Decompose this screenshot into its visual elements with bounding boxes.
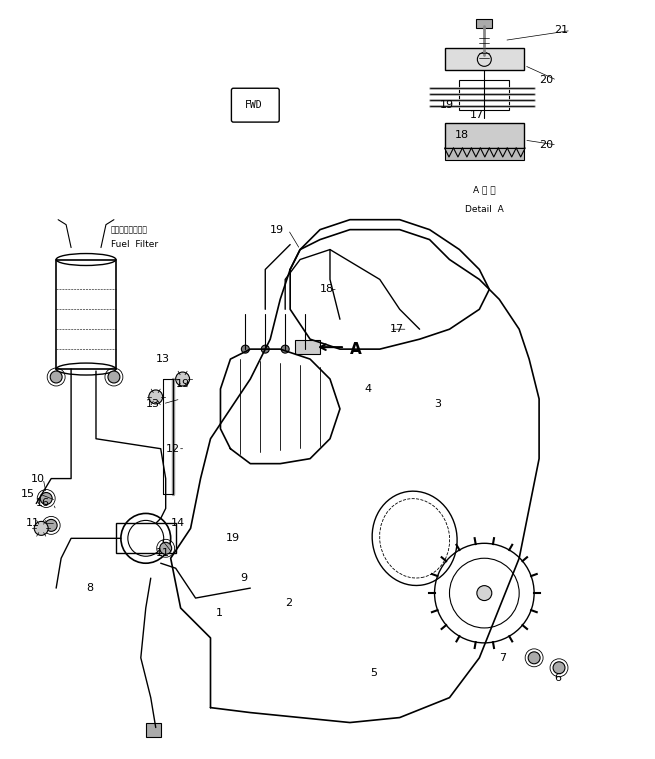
Text: 11: 11 [156, 548, 170, 559]
Text: フュエルフィルタ: フュエルフィルタ [111, 225, 148, 234]
Ellipse shape [477, 586, 492, 600]
Text: 5: 5 [370, 668, 377, 678]
Circle shape [160, 543, 172, 554]
Bar [295, 340, 320, 354]
Text: 13: 13 [156, 354, 170, 364]
Circle shape [301, 345, 309, 353]
Text: 20: 20 [539, 140, 553, 150]
Text: 10: 10 [31, 474, 45, 483]
Text: FWD: FWD [244, 100, 262, 110]
Text: 16: 16 [36, 499, 50, 509]
Circle shape [45, 519, 57, 531]
Bar [146, 723, 160, 738]
Text: Fuel  Filter: Fuel Filter [111, 240, 158, 249]
Circle shape [176, 372, 189, 386]
Text: 14: 14 [171, 518, 185, 528]
Text: 19: 19 [225, 534, 240, 543]
Text: 9: 9 [240, 573, 248, 583]
Text: Detail  A: Detail A [465, 205, 504, 214]
Text: 15: 15 [22, 489, 35, 499]
Circle shape [528, 652, 540, 664]
Text: 20: 20 [539, 75, 553, 85]
Text: 4: 4 [365, 384, 372, 394]
Text: A: A [350, 342, 362, 357]
Text: 17: 17 [390, 324, 404, 334]
Text: 3: 3 [434, 399, 441, 409]
Bar [476, 18, 493, 29]
Text: A 詳 細: A 詳 細 [473, 185, 496, 194]
Circle shape [553, 662, 565, 674]
Text: 12: 12 [166, 444, 180, 454]
Circle shape [108, 371, 120, 383]
Bar [56, 260, 116, 369]
Circle shape [261, 345, 269, 353]
Bar [459, 80, 509, 110]
Text: 2: 2 [285, 598, 292, 608]
Circle shape [34, 521, 48, 535]
Circle shape [241, 345, 250, 353]
Circle shape [50, 371, 62, 383]
Text: 11: 11 [26, 518, 41, 528]
Circle shape [40, 493, 52, 505]
Text: 17: 17 [470, 110, 483, 120]
Text: 21: 21 [554, 26, 568, 36]
Circle shape [281, 345, 289, 353]
Text: 6: 6 [554, 672, 561, 683]
Text: 7: 7 [499, 653, 506, 663]
Text: 8: 8 [86, 583, 93, 593]
Text: 19: 19 [271, 225, 284, 235]
Text: 19: 19 [440, 100, 454, 110]
Text: 18: 18 [320, 285, 334, 294]
Text: 19: 19 [176, 379, 190, 389]
Text: 13: 13 [146, 399, 160, 409]
Text: 18: 18 [455, 130, 468, 140]
FancyBboxPatch shape [231, 88, 279, 122]
Circle shape [149, 390, 162, 404]
Bar [445, 148, 524, 160]
Bar [116, 524, 176, 553]
Bar [445, 123, 524, 148]
Text: 1: 1 [215, 608, 223, 618]
Bar [445, 49, 524, 71]
